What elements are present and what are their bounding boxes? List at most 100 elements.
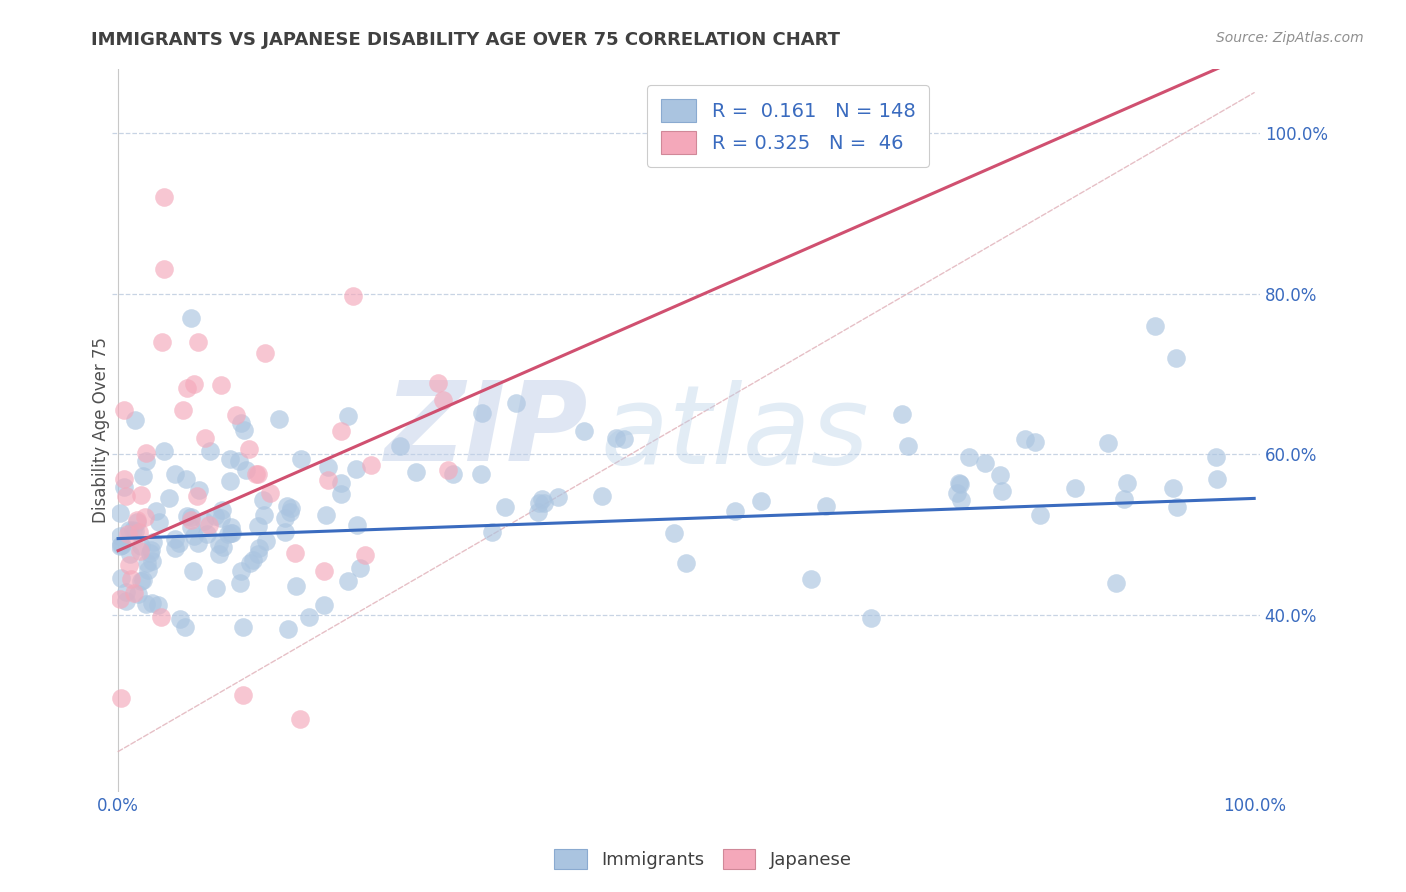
Point: [530, 492, 553, 507]
Point: [337, 574, 360, 588]
Point: [187, 483, 209, 497]
Point: [183, 376, 205, 391]
Point: [149, 610, 172, 624]
Point: [152, 190, 174, 204]
Point: [290, 451, 312, 466]
Point: [259, 486, 281, 500]
Legend: Immigrants, Japanese: Immigrants, Japanese: [546, 839, 860, 879]
Point: [591, 489, 613, 503]
Point: [315, 508, 337, 523]
Point: [219, 474, 242, 488]
Point: [337, 409, 360, 424]
Point: [127, 513, 149, 527]
Point: [131, 573, 153, 587]
Point: [470, 467, 492, 482]
Point: [426, 376, 449, 390]
Point: [221, 520, 243, 534]
Point: [245, 467, 267, 481]
Point: [405, 465, 427, 479]
Point: [124, 413, 146, 427]
Point: [142, 535, 165, 549]
Point: [605, 432, 627, 446]
Point: [991, 484, 1014, 499]
Point: [1116, 476, 1139, 491]
Point: [180, 510, 202, 524]
Point: [112, 403, 135, 417]
Point: [131, 539, 153, 553]
Point: [183, 529, 205, 543]
Point: [180, 310, 202, 325]
Point: [148, 515, 170, 529]
Point: [124, 524, 146, 539]
Point: [112, 472, 135, 486]
Point: [254, 346, 277, 360]
Point: [212, 540, 235, 554]
Point: [1029, 508, 1052, 522]
Point: [988, 468, 1011, 483]
Point: [346, 462, 368, 476]
Point: [193, 514, 215, 528]
Point: [1166, 351, 1188, 365]
Point: [349, 560, 371, 574]
Point: [118, 558, 141, 573]
Point: [238, 442, 260, 456]
Point: [172, 403, 194, 417]
Point: [254, 533, 277, 548]
Point: [235, 463, 257, 477]
Point: [165, 532, 187, 546]
Point: [316, 473, 339, 487]
Point: [110, 529, 132, 543]
Point: [494, 500, 516, 514]
Point: [135, 446, 157, 460]
Point: [195, 526, 218, 541]
Point: [209, 511, 232, 525]
Point: [174, 620, 197, 634]
Point: [181, 565, 204, 579]
Point: [284, 579, 307, 593]
Y-axis label: Disability Age Over 75: Disability Age Over 75: [93, 337, 110, 523]
Point: [120, 547, 142, 561]
Text: Source: ZipAtlas.com: Source: ZipAtlas.com: [1216, 31, 1364, 45]
Point: [145, 503, 167, 517]
Point: [148, 598, 170, 612]
Point: [269, 412, 291, 426]
Point: [232, 620, 254, 634]
Point: [436, 463, 458, 477]
Point: [128, 524, 150, 539]
Point: [110, 538, 132, 552]
Point: [194, 431, 217, 445]
Point: [208, 548, 231, 562]
Point: [277, 622, 299, 636]
Point: [111, 538, 134, 552]
Point: [132, 468, 155, 483]
Point: [110, 539, 132, 553]
Point: [441, 467, 464, 481]
Point: [297, 610, 319, 624]
Point: [176, 382, 198, 396]
Point: [949, 476, 972, 491]
Point: [312, 598, 335, 612]
Point: [110, 571, 132, 585]
Point: [129, 488, 152, 502]
Point: [204, 581, 226, 595]
Point: [481, 525, 503, 540]
Point: [330, 487, 353, 501]
Point: [152, 262, 174, 277]
Point: [360, 458, 382, 472]
Point: [167, 536, 190, 550]
Point: [186, 489, 208, 503]
Point: [209, 378, 232, 392]
Point: [221, 526, 243, 541]
Point: [276, 499, 298, 513]
Point: [859, 611, 882, 625]
Point: [751, 494, 773, 508]
Point: [129, 574, 152, 589]
Point: [974, 456, 997, 470]
Text: atlas: atlas: [600, 379, 869, 486]
Point: [957, 450, 980, 465]
Point: [118, 523, 141, 537]
Point: [157, 491, 180, 505]
Point: [312, 565, 335, 579]
Point: [165, 467, 187, 481]
Point: [1144, 318, 1167, 333]
